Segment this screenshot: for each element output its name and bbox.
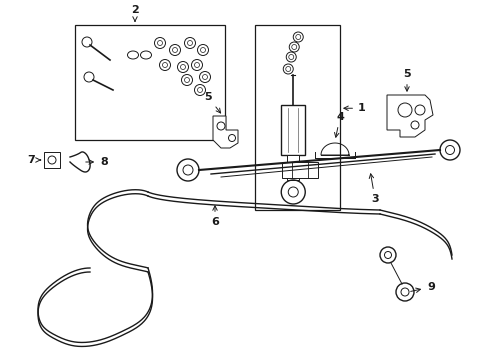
Text: 3: 3 — [369, 174, 379, 204]
Text: 6: 6 — [211, 206, 219, 227]
Text: 5: 5 — [204, 92, 220, 113]
Text: 5: 5 — [403, 69, 411, 91]
Bar — [75, 25, 225, 140]
Bar — [255, 25, 340, 210]
Polygon shape — [387, 95, 433, 137]
Text: 1: 1 — [344, 103, 366, 113]
Text: 7: 7 — [27, 155, 41, 165]
Text: 9: 9 — [411, 282, 435, 292]
Text: 4: 4 — [335, 112, 344, 137]
Bar — [281, 105, 305, 155]
Bar — [282, 162, 318, 178]
Text: 8: 8 — [86, 157, 108, 167]
Bar — [44, 152, 60, 168]
Text: 2: 2 — [131, 5, 139, 21]
Polygon shape — [213, 116, 238, 148]
Bar — [287, 155, 299, 180]
